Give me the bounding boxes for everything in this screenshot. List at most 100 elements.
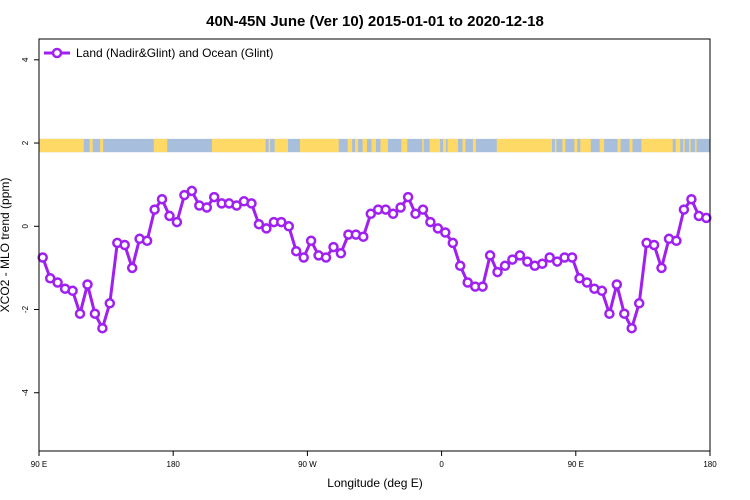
data-point [171,216,183,228]
data-point [37,252,48,263]
data-point [544,252,555,263]
land-band-segment [554,138,557,153]
data-point [686,193,697,205]
land-band-segment [496,138,552,153]
data-point [410,208,421,220]
data-point [574,273,585,284]
data-point [604,308,615,319]
y-axis: -4 -2 0 2 4 [21,57,39,396]
data-point [395,202,406,213]
data-point [596,285,608,297]
data-point [89,308,101,319]
land-band-segment [462,138,466,153]
land-band-segment [447,138,459,153]
data-point [447,237,459,249]
legend-point-swatch [51,47,63,59]
chart-title: 40N-45N June (Ver 10) 2015-01-01 to 2020… [206,13,544,30]
x-tick-label: 90 E [31,460,47,469]
data-point [201,202,213,213]
data-point [425,216,436,228]
data-point [335,248,347,259]
data-point [231,200,242,211]
land-band-segment [100,138,104,153]
data-point [104,298,116,309]
x-axis: 90 E 180 90 W 0 90 E 180 [31,451,717,469]
land-band-segment [274,138,289,153]
land-band-segment [689,138,691,153]
data-point [261,223,272,234]
data-point [402,191,414,203]
data-point [611,279,623,290]
y-axis-label: XCO2 - MLO trend (ppm) [0,178,12,313]
land-band-segment [355,138,359,153]
land-band-segment [574,138,578,153]
data-point [566,252,578,263]
land-band-segment [89,138,93,153]
x-axis-label: Longitude (deg E) [327,476,422,490]
data-point [208,191,220,203]
land-band-segment [629,138,633,153]
data-point [328,241,339,253]
data-point [67,285,78,297]
legend: Land (Nadir&Glint) and Ocean (Glint) [44,46,273,60]
land-band-segment [211,138,266,153]
data-point [656,262,667,274]
data-point [432,223,444,234]
land-band-segment [39,138,84,153]
land-band-segment [362,138,368,153]
land-band-segment [347,138,353,153]
land-band-segment [153,138,168,153]
data-point [126,262,138,274]
data-point [179,189,190,201]
series-points [37,185,712,334]
y-tick-label: -4 [21,389,30,397]
data-point [186,185,198,197]
data-point [678,204,690,215]
data-point [164,210,175,222]
land-band-segment [443,138,447,153]
data-point [97,322,108,334]
land-band-segment [641,138,673,153]
land-band-segment [562,138,566,153]
y-tick-label: 0 [21,223,30,228]
data-point [380,204,391,215]
data-point [551,256,563,267]
data-point [44,273,56,284]
data-point [619,308,630,319]
land-band-segment [683,138,685,153]
land-band-segment [695,138,697,153]
data-point [499,260,511,272]
data-point [119,239,130,251]
data-point [290,245,302,257]
data-point [633,298,645,309]
data-point [648,239,660,251]
data-point [454,260,466,272]
legend-entry-land-ocean: Land (Nadir&Glint) and Ocean (Glint) [76,46,273,60]
y-tick-label: 4 [21,57,30,62]
data-point [477,281,488,292]
data-point [298,252,309,263]
surface-band [39,138,710,153]
data-point [514,250,526,261]
land-band-segment [472,138,476,153]
data-point [462,277,473,288]
land-band-segment [599,138,605,153]
x-tick-label: 90 W [298,460,317,469]
data-point [440,227,451,238]
land-band-segment [675,138,681,153]
data-point [253,218,265,230]
data-point [82,279,93,290]
data-point [417,204,429,215]
data-point [320,252,332,263]
land-band-segment [580,138,591,153]
data-point [671,235,682,247]
data-point [149,204,160,215]
data-point [305,235,317,247]
data-point [156,193,168,205]
data-point [492,266,503,278]
data-point [141,235,153,247]
data-point [626,322,637,334]
land-band-segment [371,138,376,153]
y-tick-label: 2 [21,140,30,145]
data-point [387,208,399,220]
